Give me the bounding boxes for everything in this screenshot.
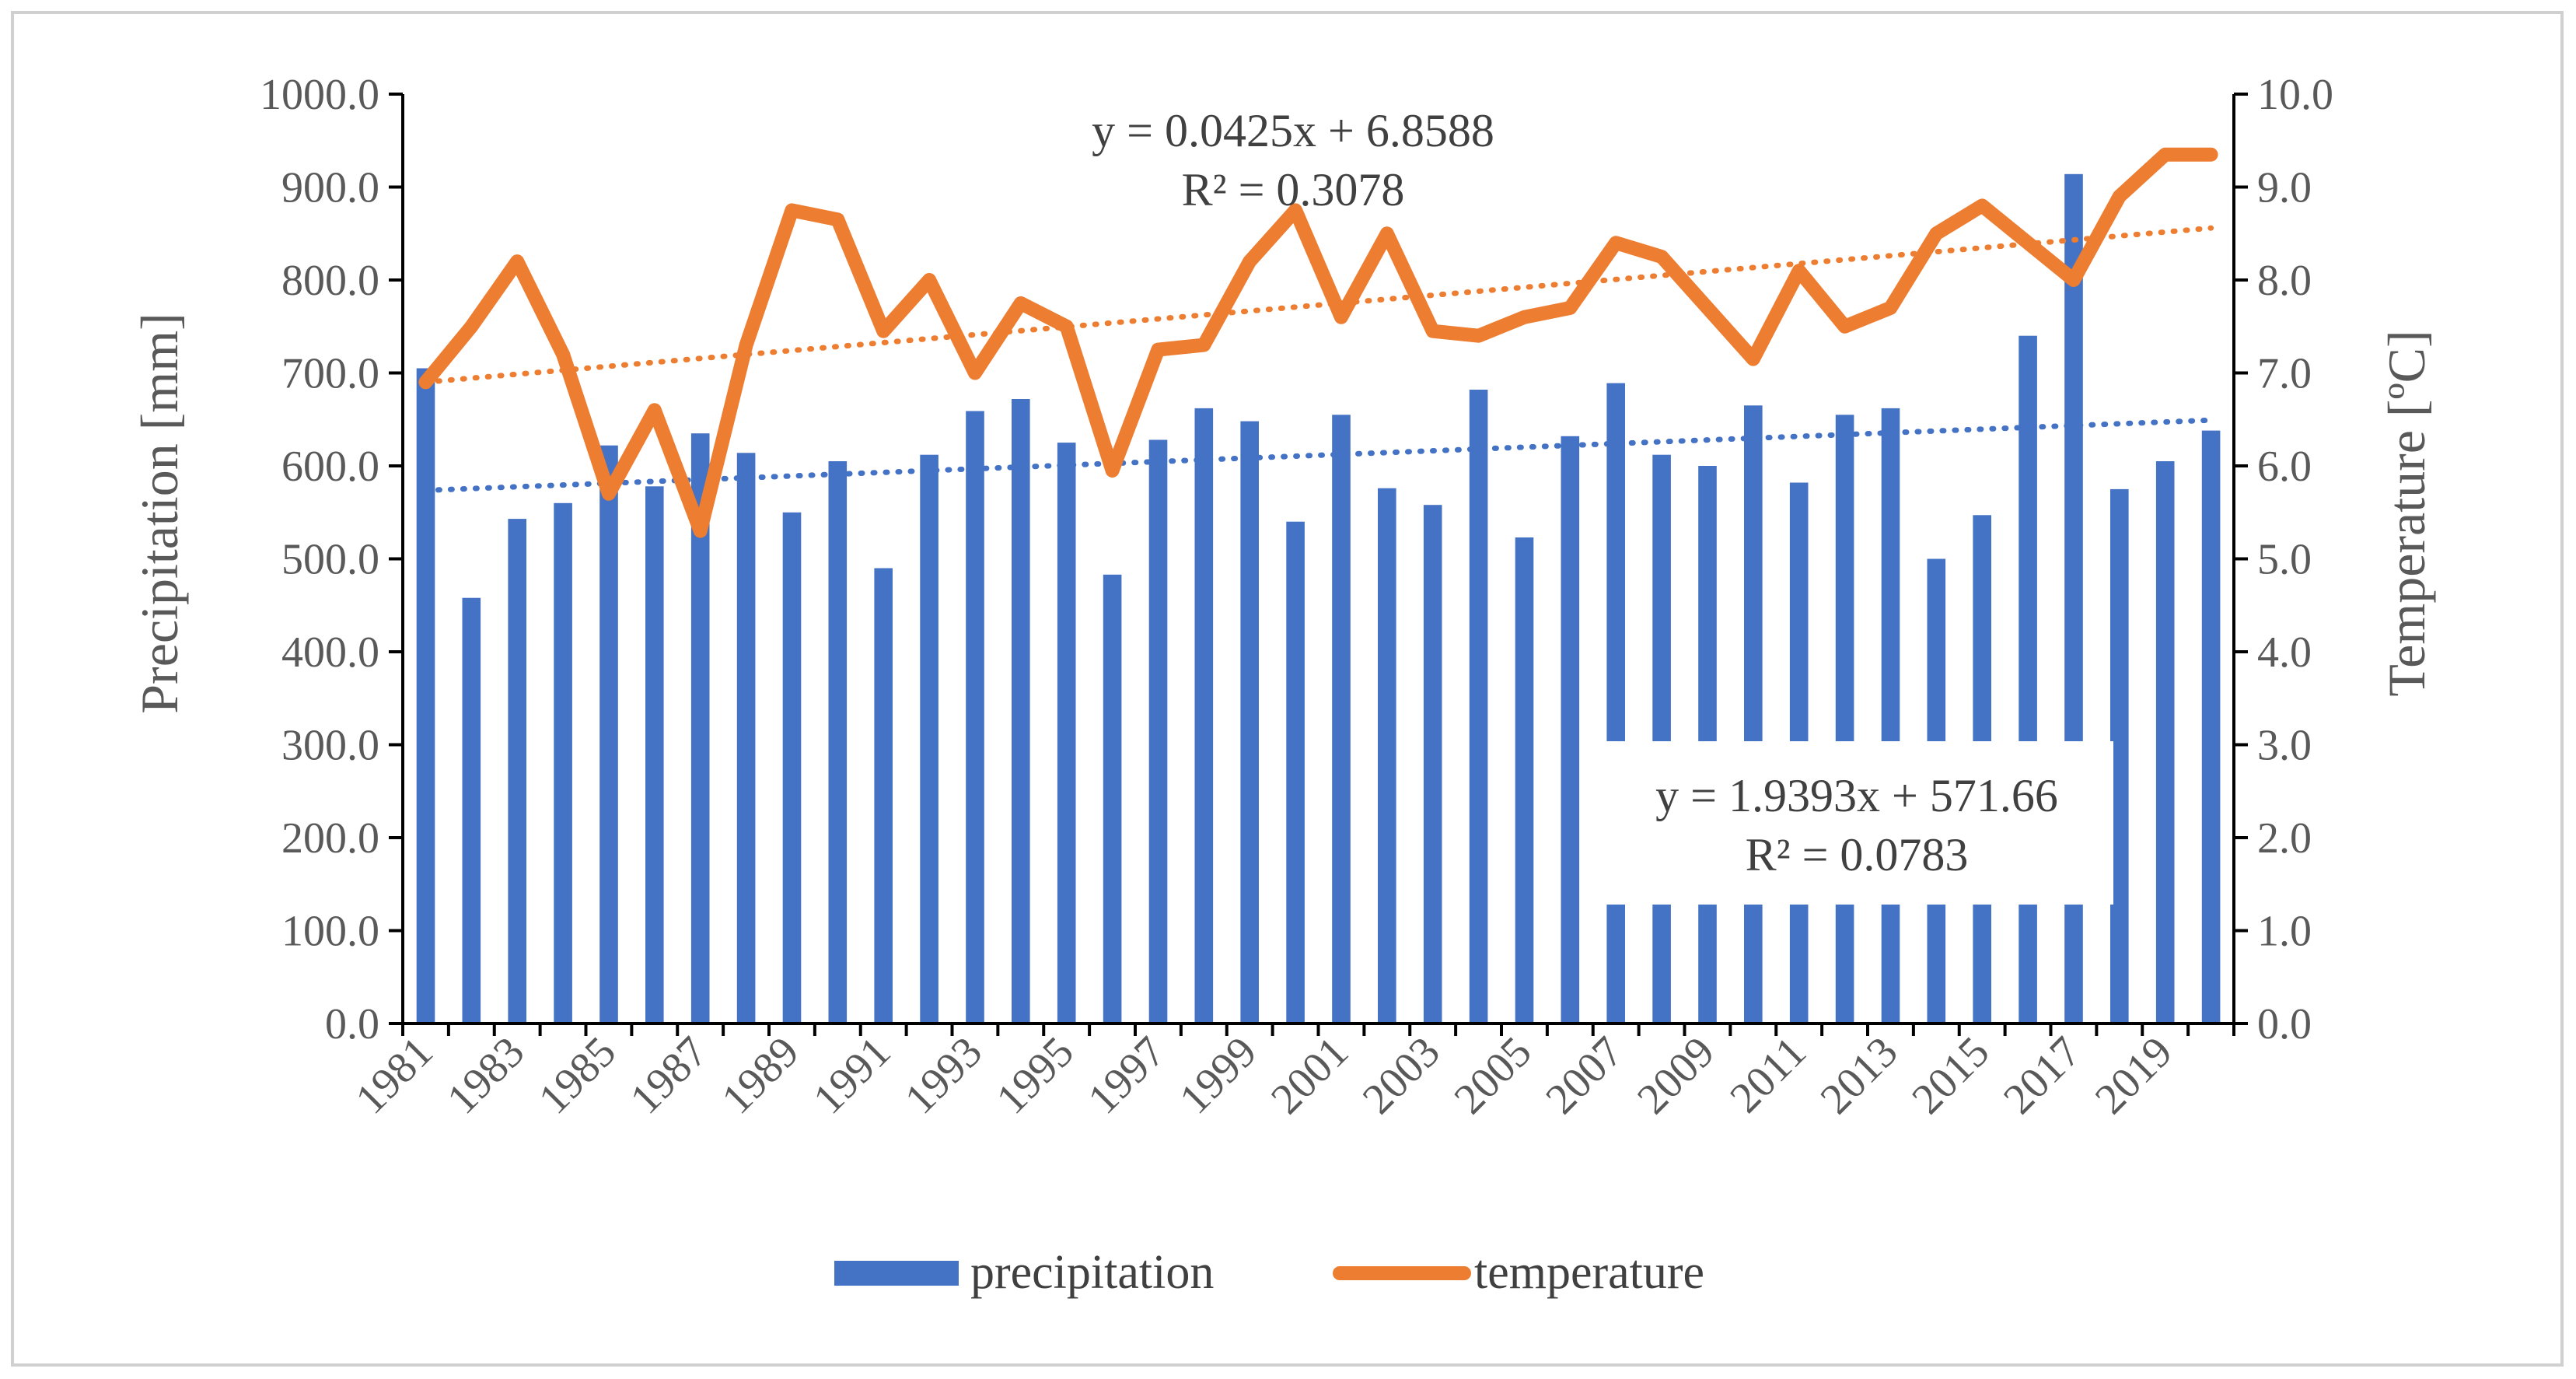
- x-tick-label-2017: 2017: [1994, 1027, 2090, 1123]
- axes-layer: [389, 93, 2248, 1036]
- y-right-tick-label: 6.0: [2257, 443, 2312, 491]
- y-left-tick-label: 0.0: [325, 1000, 379, 1048]
- y-left-tick-label: 200.0: [281, 814, 379, 863]
- precipitation-bar-2007: [1606, 383, 1625, 1024]
- y-left-tick-label: 500.0: [281, 536, 379, 584]
- precipitation-bar-2018: [2110, 488, 2129, 1024]
- x-tick-label-2005: 2005: [1445, 1027, 1541, 1123]
- precipitation-bar-2019: [2155, 461, 2175, 1024]
- x-tick-label-1987: 1987: [621, 1027, 717, 1123]
- precipitation-bar-1981: [416, 368, 435, 1024]
- trendlines-layer: [422, 225, 2214, 493]
- y-right-tick-label: 1.0: [2257, 908, 2312, 956]
- precipitation-bar-1998: [1194, 408, 1214, 1024]
- precipitation-bar-2010: [1744, 405, 1763, 1024]
- precipitation-bar-2016: [2019, 335, 2037, 1024]
- y-left-tick-label: 100.0: [281, 908, 379, 956]
- precipitation-bar-1993: [966, 411, 984, 1024]
- y-left-tick-label: 600.0: [281, 443, 379, 491]
- chart-frame: 0.0 100.0 200.0 300.0 400.0 500.0 600.0 700.0 80…: [11, 11, 2564, 1367]
- precipitation-bar-2005: [1515, 537, 1534, 1024]
- legend-temperature-label: temperature: [1474, 1246, 1704, 1299]
- x-tick-label-2015: 2015: [1903, 1027, 1998, 1123]
- y-left-tick-label: 1000.0: [260, 71, 379, 119]
- temperature-line-layer: [418, 147, 2218, 538]
- temperature-trend-equation: y = 0.0425x + 6.8588: [1092, 105, 1494, 156]
- y-right-tick-label: 3.0: [2257, 722, 2312, 770]
- precipitation-bar-1994: [1012, 399, 1030, 1024]
- x-tick-label-1995: 1995: [987, 1027, 1083, 1123]
- temperature-trend-annotation: y = 0.0425x + 6.8588 R² = 0.3078: [1092, 105, 1494, 215]
- precipitation-bar-2008: [1652, 454, 1671, 1024]
- x-tick-label-1983: 1983: [438, 1027, 533, 1123]
- precipitation-trend-annotation: y = 1.9393x + 571.66 R² = 0.0783: [1600, 741, 2113, 905]
- temperature-trendline: [422, 225, 2214, 385]
- precipitation-bar-1990: [828, 461, 848, 1024]
- precipitation-bar-1983: [508, 519, 526, 1024]
- temperature-trend-r2: R² = 0.3078: [1182, 164, 1405, 215]
- precipitation-bar-1984: [554, 502, 572, 1024]
- precipitation-bar-2003: [1423, 505, 1442, 1024]
- x-tick-label-1985: 1985: [530, 1027, 625, 1123]
- precipitation-trend-equation: y = 1.9393x + 571.66: [1655, 770, 2058, 821]
- x-tick-label-2003: 2003: [1354, 1027, 1449, 1123]
- precipitation-bar-2004: [1469, 390, 1488, 1024]
- y-right-tick-label: 5.0: [2257, 536, 2312, 584]
- y-axis-title-left: Precipitation [mm]: [130, 313, 189, 714]
- y-right-tick-label: 9.0: [2257, 164, 2312, 212]
- x-tick-label-2009: 2009: [1628, 1027, 1724, 1123]
- precipitation-bar-2001: [1332, 415, 1351, 1024]
- x-tick-label-1997: 1997: [1079, 1027, 1175, 1123]
- x-tick-label-1999: 1999: [1170, 1027, 1266, 1123]
- y-right-tick-label: 0.0: [2257, 1000, 2312, 1048]
- legend: precipitation temperature: [834, 1246, 1704, 1299]
- legend-precipitation-swatch: [834, 1261, 959, 1286]
- precipitation-bar-2006: [1561, 436, 1580, 1024]
- precipitation-bar-1992: [920, 454, 938, 1024]
- x-tick-label-1991: 1991: [804, 1027, 900, 1123]
- precipitation-bar-2000: [1286, 521, 1305, 1024]
- chart: 0.0 100.0 200.0 300.0 400.0 500.0 600.0 700.0 80…: [130, 71, 2436, 1299]
- precipitation-bar-1985: [599, 445, 618, 1024]
- y-left-tick-label: 800.0: [281, 257, 379, 305]
- y-left-tick-label: 300.0: [281, 722, 379, 770]
- precipitation-bar-1995: [1057, 443, 1076, 1024]
- precipitation-bar-1999: [1240, 421, 1259, 1024]
- precipitation-bar-1996: [1103, 574, 1122, 1024]
- precipitation-trendline: [422, 417, 2214, 493]
- precipitation-trend-label-box: [1600, 741, 2113, 905]
- y-right-tick-label: 4.0: [2257, 628, 2312, 677]
- x-tick-label-1993: 1993: [896, 1027, 991, 1123]
- precipitation-trend-r2: R² = 0.0783: [1746, 829, 1969, 880]
- y-left-tick-label: 700.0: [281, 350, 379, 398]
- precipitation-bar-2012: [1835, 415, 1854, 1024]
- y-axis-title-right: Temperature [ºC]: [2377, 330, 2436, 696]
- y-left-tick-label: 900.0: [281, 164, 379, 212]
- x-tick-label-2019: 2019: [2086, 1027, 2182, 1123]
- precipitation-bar-1982: [462, 597, 481, 1024]
- precipitation-bar-2020: [2201, 430, 2221, 1024]
- y-right-tick-label: 10.0: [2257, 71, 2333, 119]
- precipitation-bar-1986: [645, 486, 664, 1024]
- precipitation-bar-1989: [782, 512, 802, 1024]
- y-right-tick-label: 8.0: [2257, 257, 2312, 305]
- x-tick-label-2013: 2013: [1812, 1027, 1907, 1123]
- temperature-line: [418, 147, 2218, 538]
- x-tick-label-1989: 1989: [713, 1027, 809, 1123]
- legend-precipitation-label: precipitation: [970, 1246, 1214, 1299]
- x-tick-label-2007: 2007: [1536, 1027, 1632, 1123]
- precipitation-bar-1988: [736, 453, 756, 1024]
- x-tick-label-2011: 2011: [1721, 1027, 1816, 1122]
- precipitation-bar-1997: [1148, 439, 1168, 1024]
- y-right-tick-label: 2.0: [2257, 814, 2312, 863]
- y-left-tick-label: 400.0: [281, 628, 379, 677]
- precipitation-bar-2002: [1378, 488, 1396, 1024]
- precipitation-bar-1987: [690, 433, 710, 1024]
- precipitation-bar-2013: [1881, 408, 1900, 1024]
- precipitation-bar-1991: [874, 568, 893, 1024]
- y-right-tick-label: 7.0: [2257, 350, 2312, 398]
- x-tick-label-2001: 2001: [1262, 1027, 1358, 1123]
